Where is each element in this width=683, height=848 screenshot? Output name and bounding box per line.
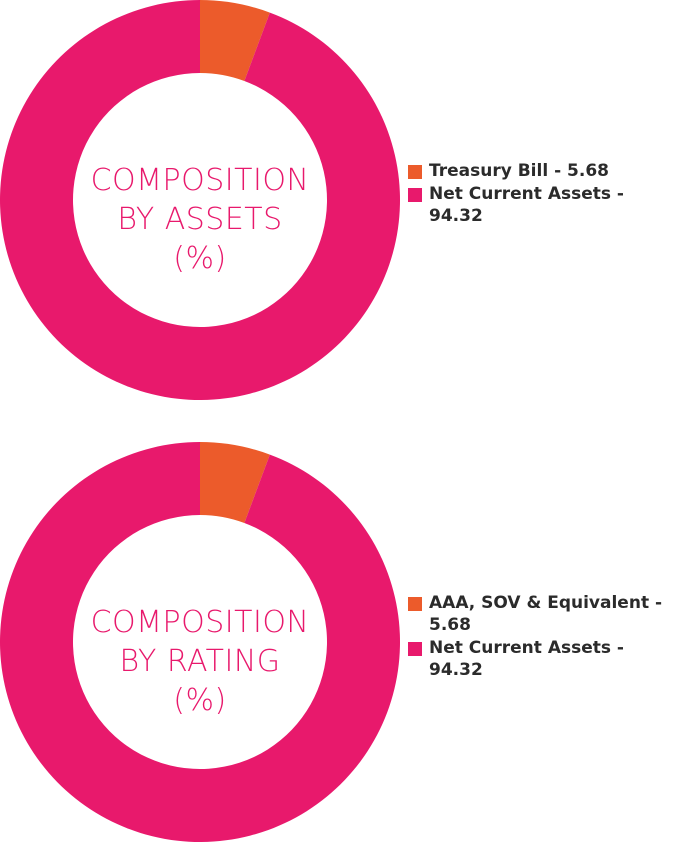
center-title-line-1: COMPOSITION xyxy=(90,163,310,198)
legend-swatch-pink xyxy=(408,188,422,202)
center-title-line-2: BY RATING xyxy=(119,644,281,679)
legend-swatch-orange xyxy=(408,165,422,179)
donut-slice-1 xyxy=(0,442,400,842)
center-title-line-2: BY ASSETS xyxy=(117,202,283,237)
legend-label: AAA, SOV & Equivalent - 5.68 xyxy=(429,593,663,635)
donut-rating-center-title: COMPOSITION BY RATING (%) xyxy=(40,603,360,720)
donut-slice-0 xyxy=(200,442,270,524)
legend-item-treasury-bill: Treasury Bill - 5.68 xyxy=(408,160,678,182)
legend-label: Net Current Assets - 94.32 xyxy=(429,184,624,226)
donut-slice-0 xyxy=(200,0,270,82)
donut-slice-1 xyxy=(0,0,400,400)
legend-label: Net Current Assets - 94.32 xyxy=(429,638,624,680)
center-title-line-3: (%) xyxy=(173,241,227,276)
legend-swatch-pink xyxy=(408,642,422,656)
donut-chart-rating: COMPOSITION BY RATING (%) AAA, SOV & Equ… xyxy=(0,442,683,842)
center-title-line-3: (%) xyxy=(173,683,227,718)
legend-item-net-current-assets: Net Current Assets - 94.32 xyxy=(408,183,678,227)
center-title-line-1: COMPOSITION xyxy=(90,605,310,640)
donut-assets-svg xyxy=(0,0,400,400)
donut-rating-svg xyxy=(0,442,400,842)
legend-label: Treasury Bill - 5.68 xyxy=(429,161,609,181)
legend-rating: AAA, SOV & Equivalent - 5.68 Net Current… xyxy=(408,592,678,682)
legend-assets: Treasury Bill - 5.68 Net Current Assets … xyxy=(408,160,678,228)
donut-assets-center-title: COMPOSITION BY ASSETS (%) xyxy=(40,161,360,278)
legend-swatch-orange xyxy=(408,597,422,611)
legend-item-aaa-sov: AAA, SOV & Equivalent - 5.68 xyxy=(408,592,678,636)
legend-item-net-current-assets: Net Current Assets - 94.32 xyxy=(408,637,678,681)
donut-chart-assets: COMPOSITION BY ASSETS (%) Treasury Bill … xyxy=(0,0,683,400)
